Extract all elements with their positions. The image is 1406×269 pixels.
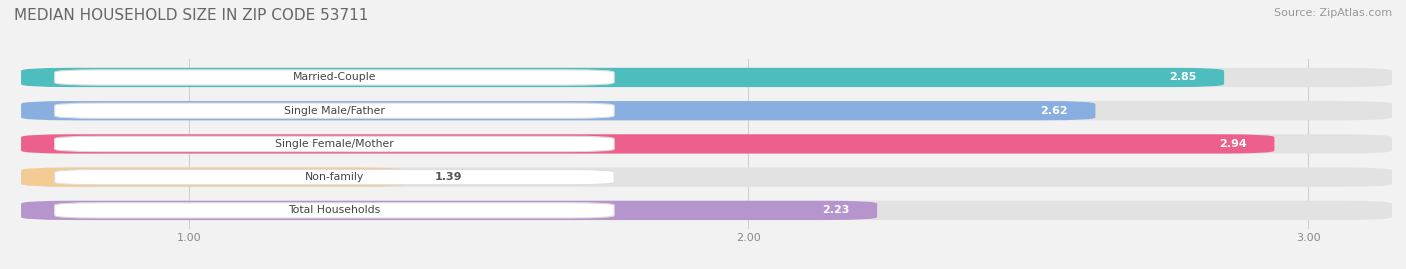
Text: 2.94: 2.94 [1219, 139, 1247, 149]
FancyBboxPatch shape [21, 168, 1392, 187]
FancyBboxPatch shape [55, 203, 614, 218]
FancyBboxPatch shape [21, 201, 1392, 220]
Text: Total Households: Total Households [288, 205, 381, 215]
Text: 2.23: 2.23 [823, 205, 849, 215]
Text: Married-Couple: Married-Couple [292, 72, 377, 83]
Text: 2.62: 2.62 [1040, 106, 1067, 116]
FancyBboxPatch shape [21, 68, 1392, 87]
Text: Single Female/Mother: Single Female/Mother [276, 139, 394, 149]
FancyBboxPatch shape [21, 68, 1225, 87]
FancyBboxPatch shape [21, 101, 1095, 120]
FancyBboxPatch shape [21, 134, 1392, 154]
Text: 2.85: 2.85 [1168, 72, 1197, 83]
FancyBboxPatch shape [55, 103, 614, 118]
FancyBboxPatch shape [21, 101, 1392, 120]
Text: MEDIAN HOUSEHOLD SIZE IN ZIP CODE 53711: MEDIAN HOUSEHOLD SIZE IN ZIP CODE 53711 [14, 8, 368, 23]
Text: 1.39: 1.39 [434, 172, 463, 182]
FancyBboxPatch shape [55, 169, 614, 185]
Text: Source: ZipAtlas.com: Source: ZipAtlas.com [1274, 8, 1392, 18]
Text: Single Male/Father: Single Male/Father [284, 106, 385, 116]
Text: Non-family: Non-family [305, 172, 364, 182]
FancyBboxPatch shape [21, 168, 408, 187]
FancyBboxPatch shape [21, 201, 877, 220]
FancyBboxPatch shape [21, 134, 1274, 154]
FancyBboxPatch shape [55, 136, 614, 151]
FancyBboxPatch shape [55, 70, 614, 85]
